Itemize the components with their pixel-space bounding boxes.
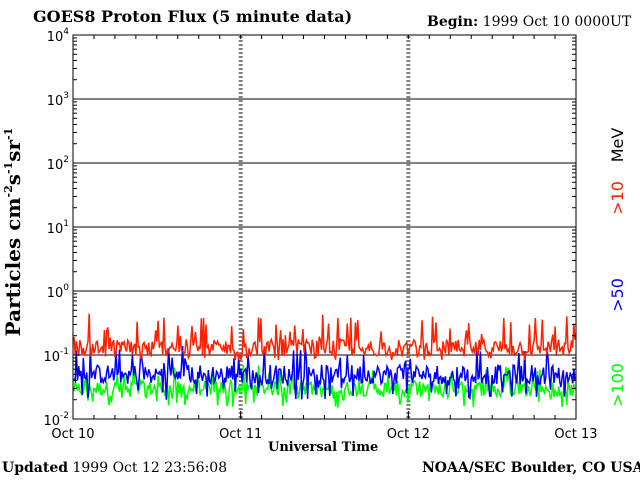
- credit-text: NOAA/SEC Boulder, CO USA: [422, 460, 640, 476]
- begin-time: Begin: 1999 Oct 10 0000UT: [427, 15, 631, 29]
- x-tick-label: Oct 12: [387, 427, 430, 442]
- chart-series: [73, 313, 576, 408]
- y-tick-label: 10-1: [43, 347, 69, 365]
- updated-value: 1999 Oct 12 23:56:08: [72, 460, 228, 476]
- legend-label: >100: [608, 363, 627, 407]
- legend-label: >50: [608, 278, 627, 312]
- legend-label: MeV: [608, 128, 627, 163]
- y-tick-label: 101: [47, 219, 69, 237]
- chart-title: GOES8 Proton Flux (5 minute data): [33, 7, 353, 26]
- x-tick-label: Oct 10: [51, 427, 94, 442]
- chart-legend: MeV >10 >50 >100: [608, 128, 627, 407]
- series-line: [73, 313, 576, 361]
- chart-grid: [73, 36, 576, 418]
- y-tick-label: 100: [47, 283, 70, 301]
- y-tick-label: 104: [47, 27, 70, 45]
- begin-value: 1999 Oct 10 0000UT: [482, 14, 632, 30]
- x-tick-label: Oct 13: [554, 427, 597, 442]
- updated-label: Updated: [2, 460, 69, 476]
- series-line: [73, 345, 576, 401]
- legend-label: >10: [608, 181, 627, 215]
- begin-label: Begin:: [427, 14, 479, 30]
- y-tick-label: 102: [47, 155, 69, 173]
- x-tick-label: Oct 11: [219, 427, 262, 442]
- updated-time: Updated 1999 Oct 12 23:56:08: [2, 461, 227, 475]
- x-axis-label: Universal Time: [268, 440, 379, 455]
- y-tick-label: 103: [47, 91, 69, 109]
- y-axis-label: Particles cm-2s-1sr-1: [1, 128, 25, 337]
